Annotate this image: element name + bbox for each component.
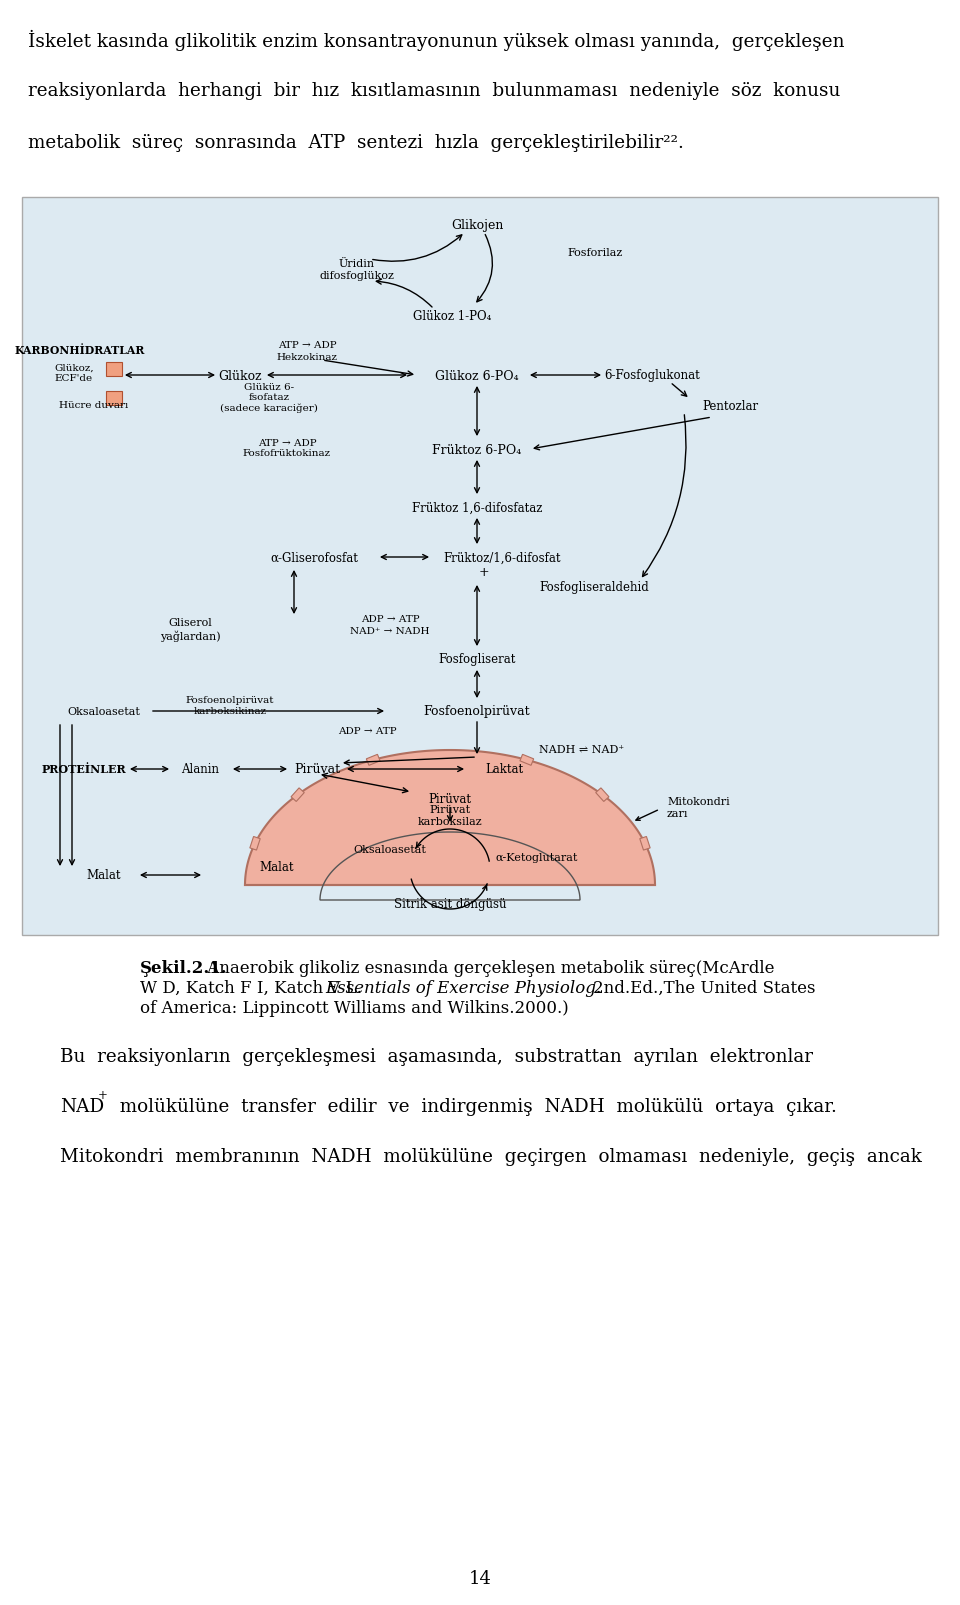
Text: Glükoz 1-PO₄: Glükoz 1-PO₄ [413,310,492,323]
Polygon shape [520,754,534,766]
Text: Malat: Malat [86,868,121,883]
Text: ATP → ADP: ATP → ADP [257,438,316,448]
Text: Malat: Malat [260,860,295,875]
Text: reaksiyonlarda  herhangi  bir  hız  kısıtlamasının  bulunmaması  nedeniyle  söz : reaksiyonlarda herhangi bir hız kısıtlam… [28,82,840,100]
Polygon shape [245,751,655,886]
Text: Mitokondri
zarı: Mitokondri zarı [667,796,730,819]
Text: Şekil.2.1.: Şekil.2.1. [140,960,228,976]
Text: metabolik  süreç  sonrasında  ATP  sentezi  hızla  gerçekleştirilebilir²².: metabolik süreç sonrasında ATP sentezi h… [28,133,684,152]
Text: NAD⁺ → NADH: NAD⁺ → NADH [350,628,430,636]
Text: Alanin: Alanin [181,762,219,775]
Text: KARBONHİDRATLAR: KARBONHİDRATLAR [14,345,145,355]
Text: Pentozlar: Pentozlar [702,400,758,412]
Polygon shape [367,754,380,766]
Text: Fosfoenolpirüvat: Fosfoenolpirüvat [423,705,530,717]
Text: Glikojen: Glikojen [451,220,503,233]
Text: 14: 14 [468,1570,492,1587]
Text: Essentials of Exercise Physiolog.: Essentials of Exercise Physiolog. [325,979,601,997]
Text: Oksaloasetat: Oksaloasetat [67,706,140,716]
Text: Laktat: Laktat [485,762,523,775]
Text: Mitokondri  membranının  NADH  molükülüne  geçirgen  olmaması  nedeniyle,  geçiş: Mitokondri membranının NADH molükülüne g… [60,1148,922,1165]
Text: PROTEİNLER: PROTEİNLER [41,764,127,775]
Text: Fosfogliseraldehid: Fosfogliseraldehid [540,581,649,594]
Text: Pirüvat: Pirüvat [294,762,340,775]
Text: Fosforilaz: Fosforilaz [567,247,622,258]
Text: 2nd.Ed.,The United States: 2nd.Ed.,The United States [593,979,815,997]
Polygon shape [291,788,304,802]
Text: Hücre duvarı: Hücre duvarı [60,401,129,411]
Text: +: + [98,1088,108,1101]
Text: Anaerobik glikoliz esnasında gerçekleşen metabolik süreç(McArdle: Anaerobik glikoliz esnasında gerçekleşen… [202,960,775,976]
Text: Glüküz 6-
fsofataz
(sadece karaciğer): Glüküz 6- fsofataz (sadece karaciğer) [220,382,318,412]
Text: Pirüvat
karboksilaz: Pirüvat karboksilaz [418,804,482,827]
Text: 6-Fosfoglukonat: 6-Fosfoglukonat [604,369,700,382]
Text: Früktoz 1,6-difosfataz: Früktoz 1,6-difosfataz [412,501,542,514]
Polygon shape [250,836,260,851]
Text: α-Ketoglutarat: α-Ketoglutarat [495,852,578,862]
Text: Glükoz: Glükoz [218,369,262,382]
Text: Fosfoenolpirüvat
karboksikinaz: Fosfoenolpirüvat karboksikinaz [185,697,275,716]
Text: Früktoz 6-PO₄: Früktoz 6-PO₄ [432,443,521,456]
Text: Hekzokinaz: Hekzokinaz [276,351,338,361]
Text: Früktoz/1,6-difosfat: Früktoz/1,6-difosfat [444,551,561,563]
Polygon shape [596,788,609,802]
Text: Pirüvat: Pirüvat [428,793,471,806]
Text: Üridin
difosfoglükoz: Üridin difosfoglükoz [320,258,395,281]
Text: Fosfogliserat: Fosfogliserat [439,653,516,666]
Text: ADP → ATP: ADP → ATP [361,615,420,624]
Bar [22,197,938,936]
Text: Glükoz,
ECF'de: Glükoz, ECF'de [54,363,94,382]
Polygon shape [639,836,650,851]
Text: Bu  reaksiyonların  gerçekleşmesi  aşamasında,  substrattan  ayrılan  elektronla: Bu reaksiyonların gerçekleşmesi aşamasın… [60,1048,813,1066]
Text: İskelet kasında glikolitik enzim konsantrayonunun yüksek olması yanında,  gerçek: İskelet kasında glikolitik enzim konsant… [28,30,845,51]
Text: Oksaloasetat: Oksaloasetat [353,844,426,854]
Text: molükülüne  transfer  edilir  ve  indirgenmiş  NADH  molükülü  ortaya  çıkar.: molükülüne transfer edilir ve indirgenmi… [108,1098,837,1115]
Bar [106,363,122,377]
Text: W D, Katch F I, Katch V L.: W D, Katch F I, Katch V L. [140,979,367,997]
Bar [106,392,122,406]
Text: of America: Lippincott Williams and Wilkins.2000.): of America: Lippincott Williams and Wilk… [140,1000,568,1016]
Text: Gliserol
yağlardan): Gliserol yağlardan) [159,618,220,642]
Text: +: + [479,567,490,579]
Text: Sitrik asit döngüsü: Sitrik asit döngüsü [394,897,506,910]
Text: NAD: NAD [60,1098,104,1115]
Text: α-Gliserofosfat: α-Gliserofosfat [270,551,358,563]
Text: Glükoz 6-PO₄: Glükoz 6-PO₄ [435,369,518,382]
Text: ADP → ATP: ADP → ATP [338,727,396,737]
Text: NADH ⇌ NAD⁺: NADH ⇌ NAD⁺ [540,745,625,754]
Text: ATP → ADP: ATP → ADP [277,342,336,350]
Text: Fosfofrüktokinaz: Fosfofrüktokinaz [243,449,331,457]
